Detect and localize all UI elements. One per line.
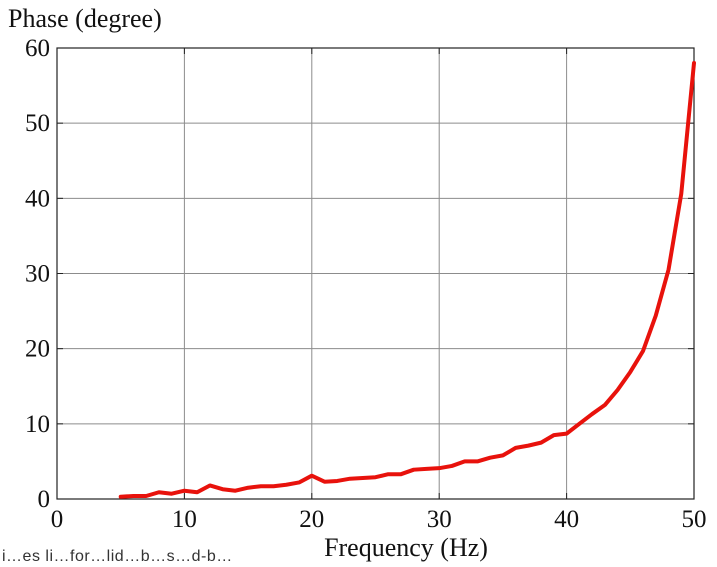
y-axis-label: Phase (degree): [8, 4, 162, 33]
y-tick-label: 50: [25, 110, 50, 137]
y-tick-label: 0: [38, 486, 51, 513]
y-tick-label: 30: [25, 261, 50, 288]
x-tick-label: 20: [299, 506, 324, 533]
x-axis-label: Frequency (Hz): [324, 533, 488, 562]
phase-series-line: [118, 61, 696, 499]
axes: [56, 47, 695, 500]
y-tick-label: 20: [25, 336, 50, 363]
y-tick-label: 10: [25, 411, 50, 438]
caption-fragment: i…es li…for…lid…b…s…d-b…: [2, 548, 233, 565]
x-tick-label: 50: [682, 506, 707, 533]
series-layer: [118, 61, 696, 499]
y-tick-label: 60: [25, 35, 50, 62]
x-tick-label: 0: [51, 506, 64, 533]
x-tick-label: 30: [427, 506, 452, 533]
tick-labels: 0 10 20 30 40 50 0 10 20 30 40 50 60: [25, 35, 707, 533]
x-tick-label: 40: [554, 506, 579, 533]
y-tick-label: 40: [25, 185, 50, 212]
axes-frame: [56, 47, 695, 500]
x-tick-label: 10: [172, 506, 197, 533]
grid-lines: [57, 48, 694, 499]
